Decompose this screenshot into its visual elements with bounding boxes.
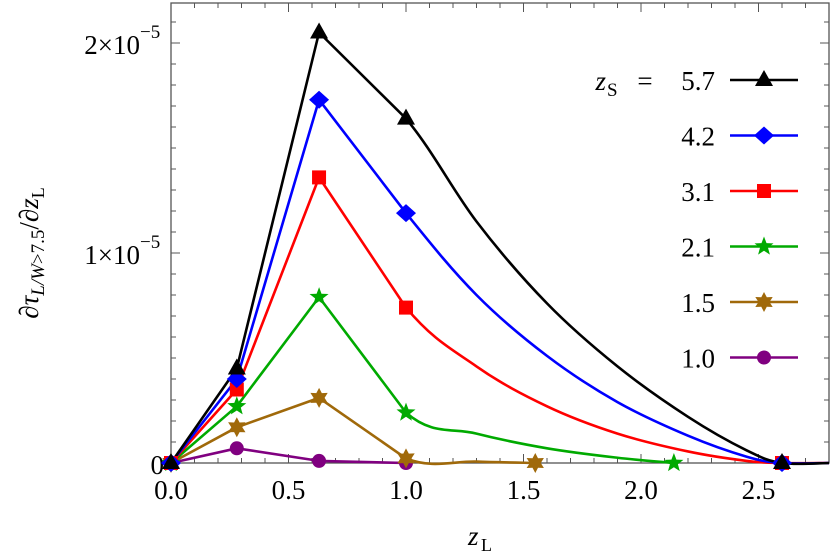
data-point-marker [664,453,684,472]
x-axis-title-sub: L [481,535,492,555]
legend-title-z: z [594,66,606,96]
legend-marker [755,292,773,312]
x-tick-label: 0.0 [154,475,188,505]
y-tick-labels: 01×10 −52×10 −5 [84,22,164,480]
series-line-3-1 [170,176,830,465]
data-point-marker [227,358,246,375]
data-point-marker [310,387,328,408]
x-tick-label: 1.0 [389,475,423,505]
legend-marker [757,350,771,365]
data-point-marker [227,396,247,415]
legend-marker [757,184,771,198]
data-point-marker [396,402,416,421]
data-point-marker [310,22,329,39]
axis-ticks [170,3,829,464]
legend-label: 2.1 [681,233,715,263]
x-tick-label: 2.0 [624,475,658,505]
x-axis-title-main: z [467,521,479,551]
data-point-marker [309,287,329,306]
series-line-2-1 [170,295,675,465]
legend-label: 3.1 [681,177,715,207]
legend: 5.7 4.2 3.1 2.1 1.5 1.0 z S = [594,66,798,374]
data-point-marker [229,382,244,397]
data-point-marker [309,90,330,109]
x-tick-labels: 0.0 0.5 1.0 1.5 2.0 2.5 [154,475,775,505]
legend-label: 1.5 [681,288,715,318]
y-axis-title-text: ∂τL/W>7.5/∂zL [14,187,49,319]
legend-title-sub: S [607,80,618,101]
legend-label: 5.7 [681,66,715,96]
x-tick-label: 1.5 [507,475,541,505]
series-line-4-2 [169,98,830,465]
x-axis-title: z L [467,521,492,555]
data-point-marker [162,453,180,469]
data-point-marker [397,448,415,469]
x-tick-label: 0.5 [272,475,306,505]
series-curves [169,31,830,466]
series-line-1-5 [170,396,536,466]
legend-marker [754,236,774,255]
y-tick-exponent: −5 [140,232,160,253]
data-point-marker [396,204,416,223]
y-tick-label: 0 [151,450,165,480]
legend-marker [755,70,773,86]
data-point-marker [399,300,413,315]
y-tick-label: 2×10 [84,30,140,60]
data-point-marker [312,453,327,468]
y-tick-label: 1×10 [84,240,140,270]
series-line-5-7 [169,31,830,466]
legend-label: 1.0 [681,344,715,374]
data-point-marker [773,453,791,469]
y-tick-exponent: −5 [140,22,160,43]
data-point-marker [397,108,415,125]
legend-title-eq: = [637,66,652,96]
series-markers [161,22,792,473]
data-point-marker [229,441,244,456]
legend-label: 4.2 [681,122,715,152]
x-tick-label: 2.5 [742,475,776,505]
series-line-1-0 [170,447,407,465]
legend-marker [754,126,774,145]
data-point-marker [228,417,246,438]
data-point-marker [312,170,327,185]
data-point-marker [526,453,544,473]
y-axis-title: ∂τL/W>7.5/∂zL [14,187,49,319]
